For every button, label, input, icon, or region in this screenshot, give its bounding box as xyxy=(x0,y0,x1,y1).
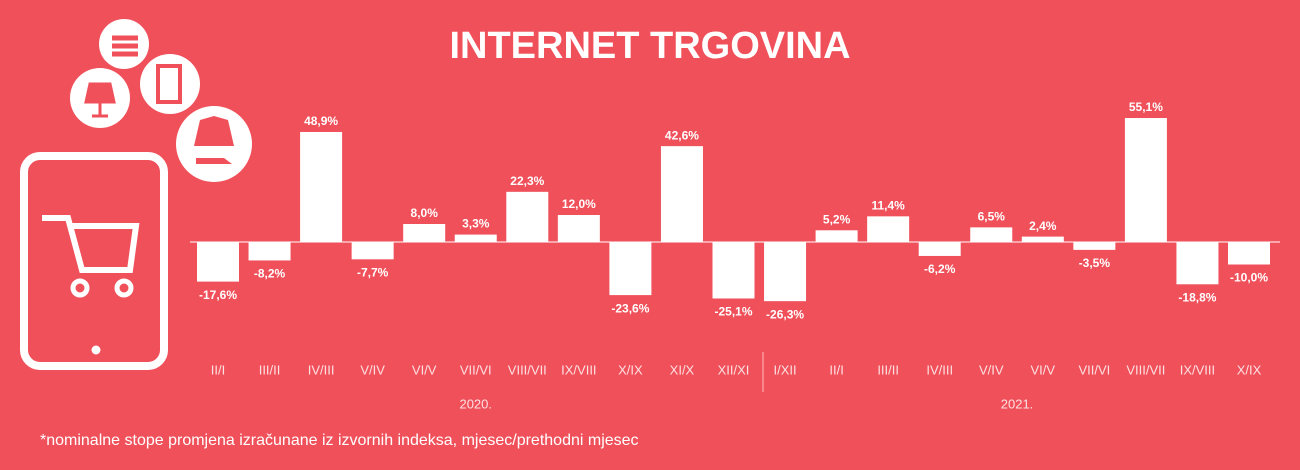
bar xyxy=(557,215,600,242)
x-tick-label: IX/VIII xyxy=(561,362,596,377)
x-tick-label: IV/III xyxy=(926,362,953,377)
bar xyxy=(1228,242,1270,265)
x-tick-label: VI/V xyxy=(1031,362,1056,377)
bar xyxy=(660,146,703,242)
value-label: -10,0% xyxy=(1230,271,1268,285)
x-tick-label: IV/III xyxy=(308,362,335,377)
x-tick-label: XI/X xyxy=(670,362,695,377)
year-label: 2020. xyxy=(459,396,492,411)
x-tick-label: VIII/VII xyxy=(508,362,547,377)
value-label: -17,6% xyxy=(199,288,237,302)
x-tick-label: III/II xyxy=(877,362,899,377)
bar xyxy=(1021,236,1064,242)
value-label: -8,2% xyxy=(254,267,286,281)
x-tick-label: II/I xyxy=(829,362,843,377)
cart-wheel xyxy=(114,278,134,298)
x-tick-label: V/IV xyxy=(979,362,1004,377)
tablet-icon xyxy=(20,152,168,370)
value-label: 6,5% xyxy=(978,210,1006,224)
x-tick-label: III/II xyxy=(259,362,281,377)
value-label: 8,0% xyxy=(411,206,439,220)
value-label: -26,3% xyxy=(766,307,804,321)
bar xyxy=(609,242,652,296)
value-label: -6,2% xyxy=(924,262,956,276)
value-label: 55,1% xyxy=(1129,100,1163,114)
x-tick-label: I/XII xyxy=(773,362,796,377)
x-tick-label: VI/V xyxy=(412,362,437,377)
x-tick-label: XII/XI xyxy=(718,362,750,377)
bar xyxy=(454,234,497,242)
value-label: 3,3% xyxy=(462,217,490,231)
bar xyxy=(867,216,910,242)
x-tick-label: VIII/VII xyxy=(1126,362,1165,377)
x-tick-label: X/IX xyxy=(1237,362,1262,377)
year-label: 2021. xyxy=(1001,396,1034,411)
bar xyxy=(300,131,343,242)
value-label: -25,1% xyxy=(714,305,752,319)
bar xyxy=(351,242,394,260)
x-tick-label: II/I xyxy=(211,362,225,377)
value-label: -3,5% xyxy=(1079,256,1111,270)
cart-icon xyxy=(42,215,140,273)
bar xyxy=(506,191,549,242)
value-label: -23,6% xyxy=(611,301,649,315)
value-label: 42,6% xyxy=(665,128,699,142)
bar xyxy=(248,242,291,261)
appliance-icon xyxy=(140,54,200,114)
value-label: 5,2% xyxy=(823,212,851,226)
x-tick-label: X/IX xyxy=(618,362,643,377)
value-label: 48,9% xyxy=(304,114,338,128)
value-label: 11,4% xyxy=(871,199,905,213)
bar xyxy=(1124,118,1167,242)
value-label: 2,4% xyxy=(1029,219,1057,233)
bar xyxy=(815,230,858,242)
x-tick-label: V/IV xyxy=(360,362,385,377)
bar xyxy=(403,224,446,242)
value-label: 22,3% xyxy=(510,174,544,188)
cart-wheel xyxy=(70,278,90,298)
icons xyxy=(20,19,252,370)
tablet-button xyxy=(91,345,101,355)
bar xyxy=(1176,242,1219,285)
chart-title: INTERNET TRGOVINA xyxy=(449,25,850,67)
value-label: 12,0% xyxy=(562,197,596,211)
value-label: -18,8% xyxy=(1178,290,1216,304)
x-tick-label: VII/VI xyxy=(1078,362,1110,377)
x-tick-label: VII/VI xyxy=(460,362,492,377)
bar xyxy=(764,242,807,302)
bar xyxy=(970,227,1013,242)
bar xyxy=(918,242,961,256)
footnote: *nominalne stope promjena izračunane iz … xyxy=(40,432,639,449)
bar xyxy=(712,242,755,299)
bar xyxy=(197,242,239,282)
x-tick-label: IX/VIII xyxy=(1180,362,1215,377)
bar xyxy=(1073,242,1116,250)
value-label: -7,7% xyxy=(357,265,389,279)
